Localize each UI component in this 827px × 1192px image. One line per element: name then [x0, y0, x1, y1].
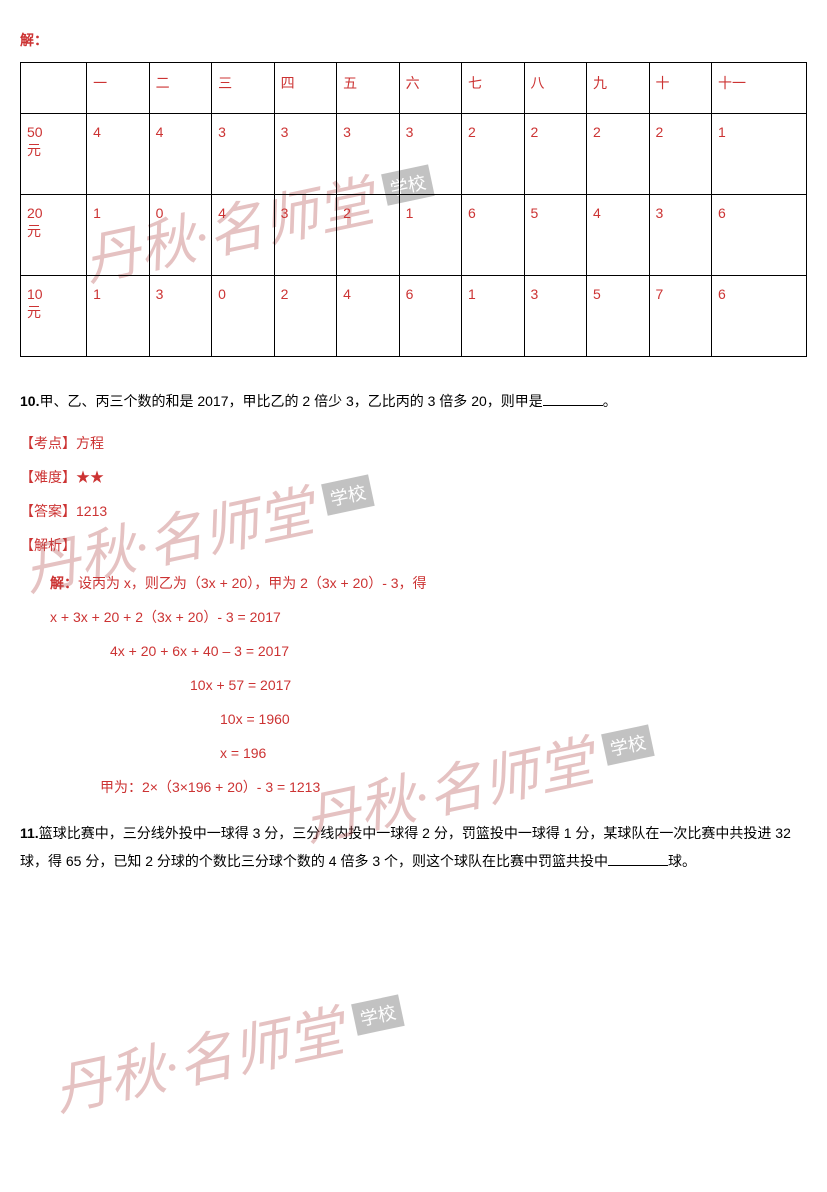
table-cell: 3: [337, 114, 399, 195]
table-cell: 6: [711, 276, 806, 357]
tag-topic-value: 方程: [76, 435, 104, 451]
table-header-cell: 五: [337, 63, 399, 114]
table-header-cell: 三: [212, 63, 274, 114]
question-text-end: 。: [603, 393, 617, 409]
table-header-cell: [21, 63, 87, 114]
table-cell: 1: [87, 195, 149, 276]
solution-table: 一 二 三 四 五 六 七 八 九 十 十一 50 元 4 4 3 3 3 3 …: [20, 62, 807, 357]
table-header-cell: 十: [649, 63, 711, 114]
table-cell: 2: [587, 114, 649, 195]
solution-step: x = 196: [220, 739, 807, 767]
solution-final: 甲为：2×（3×196 + 20）- 3 = 1213: [100, 773, 807, 801]
blank: [543, 405, 603, 406]
table-cell: 2: [462, 114, 524, 195]
blank: [608, 865, 668, 866]
table-cell: 7: [649, 276, 711, 357]
table-cell: 4: [212, 195, 274, 276]
table-cell: 3: [524, 276, 586, 357]
table-cell: 6: [462, 195, 524, 276]
table-header-cell: 十一: [711, 63, 806, 114]
table-cell: 6: [399, 276, 461, 357]
watermark-text: 丹秋·名师堂: [49, 1001, 349, 1123]
table-cell: 1: [87, 276, 149, 357]
watermark-badge: 学校: [351, 995, 405, 1036]
table-cell: 4: [337, 276, 399, 357]
table-cell: 3: [399, 114, 461, 195]
table-row-label: 10 元: [21, 276, 87, 357]
table-header-cell: 八: [524, 63, 586, 114]
tag-topic-label: 【考点】: [20, 435, 76, 451]
tag-difficulty-value: ★★: [76, 469, 104, 485]
table-cell: 2: [337, 195, 399, 276]
table-header-cell: 九: [587, 63, 649, 114]
tag-answer-value: 1213: [76, 503, 107, 519]
table-cell: 2: [649, 114, 711, 195]
table-cell: 4: [87, 114, 149, 195]
tag-solution: 【解析】: [20, 535, 807, 555]
table-header-cell: 二: [149, 63, 211, 114]
question-text: 甲、乙、丙三个数的和是 2017，甲比乙的 2 倍少 3，乙比丙的 3 倍多 2…: [39, 393, 542, 409]
question-number: 10.: [20, 393, 39, 409]
solution-step: 10x + 57 = 2017: [190, 671, 807, 699]
table-row-label: 50 元: [21, 114, 87, 195]
table-row: 50 元 4 4 3 3 3 3 2 2 2 2 1: [21, 114, 807, 195]
table-row: 20 元 1 0 4 3 2 1 6 5 4 3 6: [21, 195, 807, 276]
table-cell: 0: [149, 195, 211, 276]
table-cell: 3: [212, 114, 274, 195]
solution-line: 解：设丙为 x，则乙为（3x + 20），甲为 2（3x + 20）- 3，得: [50, 569, 807, 597]
tag-solution-label: 【解析】: [20, 537, 76, 553]
question-text-end: 球。: [668, 853, 696, 869]
table-cell: 3: [274, 114, 336, 195]
table-cell: 1: [711, 114, 806, 195]
question-11: 11.篮球比赛中，三分线外投中一球得 3 分，三分线内投中一球得 2 分，罚篮投…: [20, 819, 807, 875]
solution-prefix: 解：: [50, 575, 78, 591]
table-row-label: 20 元: [21, 195, 87, 276]
table-cell: 2: [524, 114, 586, 195]
table-row: 10 元 1 3 0 2 4 6 1 3 5 7 6: [21, 276, 807, 357]
table-cell: 4: [149, 114, 211, 195]
solution-text: 设丙为 x，则乙为（3x + 20），甲为 2（3x + 20）- 3，得: [78, 575, 427, 591]
table-header-row: 一 二 三 四 五 六 七 八 九 十 十一: [21, 63, 807, 114]
table-header-cell: 四: [274, 63, 336, 114]
tag-difficulty: 【难度】★★: [20, 467, 807, 487]
table-cell: 0: [212, 276, 274, 357]
question-number: 11.: [20, 825, 39, 841]
table-cell: 1: [462, 276, 524, 357]
table-cell: 1: [399, 195, 461, 276]
question-10: 10.甲、乙、丙三个数的和是 2017，甲比乙的 2 倍少 3，乙比丙的 3 倍…: [20, 387, 807, 415]
tag-answer-label: 【答案】: [20, 503, 76, 519]
table-header-cell: 一: [87, 63, 149, 114]
table-cell: 6: [711, 195, 806, 276]
tag-topic: 【考点】方程: [20, 433, 807, 453]
table-cell: 5: [524, 195, 586, 276]
table-cell: 3: [649, 195, 711, 276]
table-header-cell: 七: [462, 63, 524, 114]
table-cell: 4: [587, 195, 649, 276]
tag-difficulty-label: 【难度】: [20, 469, 76, 485]
table-cell: 5: [587, 276, 649, 357]
solution-label: 解：: [20, 30, 807, 50]
table-cell: 2: [274, 276, 336, 357]
solution-step: x + 3x + 20 + 2（3x + 20）- 3 = 2017: [50, 603, 807, 631]
table-cell: 3: [149, 276, 211, 357]
table-header-cell: 六: [399, 63, 461, 114]
solution-step: 4x + 20 + 6x + 40 – 3 = 2017: [110, 637, 807, 665]
solution-step: 10x = 1960: [220, 705, 807, 733]
table-cell: 3: [274, 195, 336, 276]
tag-answer: 【答案】1213: [20, 501, 807, 521]
